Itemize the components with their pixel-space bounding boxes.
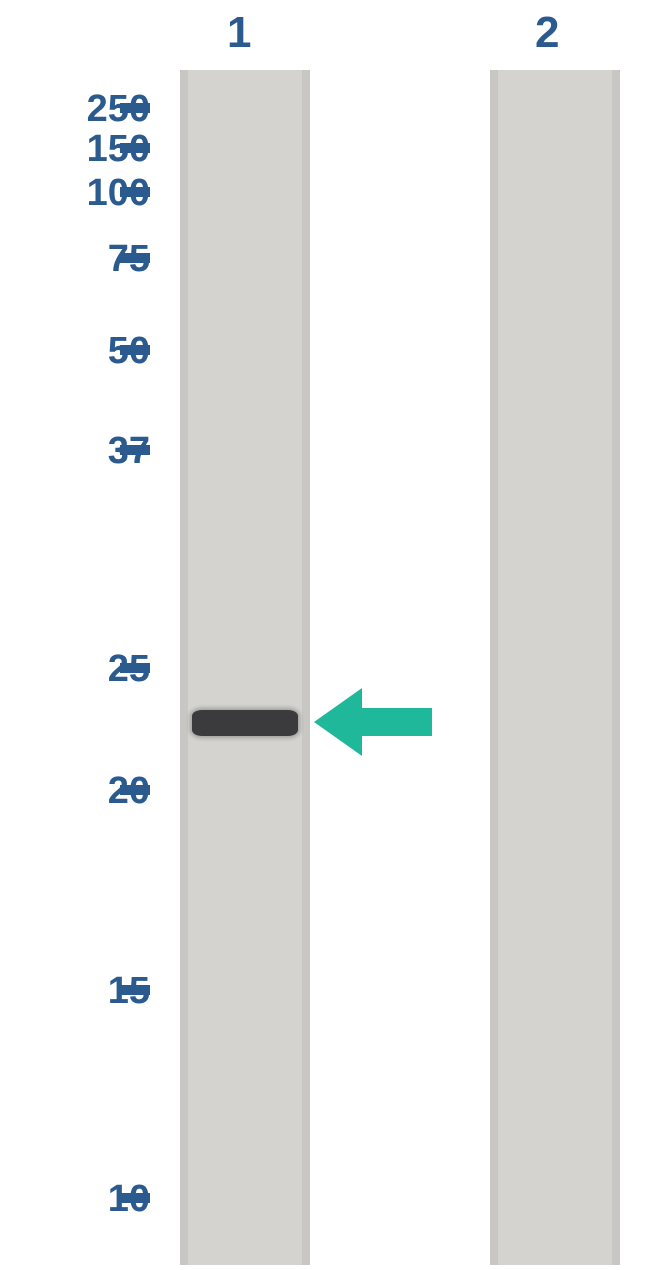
- ladder-tick-15: [120, 985, 150, 995]
- arrow-body: [362, 708, 432, 736]
- lane-2: [490, 70, 620, 1265]
- lane-1: [180, 70, 310, 1265]
- arrow-head-icon: [314, 688, 362, 756]
- lane-1-edge-right: [302, 70, 310, 1265]
- lane-2-edge-left: [490, 70, 498, 1265]
- ladder-tick-37: [120, 445, 150, 455]
- lane-2-edge-right: [612, 70, 620, 1265]
- ladder-tick-50: [120, 345, 150, 355]
- lane-2-header: 2: [535, 8, 559, 58]
- western-blot-figure: 1 2 250 150 100 75 50 37 25 20 15 10: [0, 0, 650, 1270]
- ladder-tick-150: [120, 143, 150, 153]
- ladder-tick-75: [120, 253, 150, 263]
- lane-1-header: 1: [227, 8, 251, 58]
- lane-1-band: [192, 710, 298, 736]
- ladder-tick-100: [120, 187, 150, 197]
- ladder-tick-10: [120, 1193, 150, 1203]
- ladder-tick-250: [120, 103, 150, 113]
- band-indicator-arrow: [314, 688, 432, 756]
- lane-1-edge-left: [180, 70, 188, 1265]
- ladder-tick-25: [120, 663, 150, 673]
- ladder-tick-20: [120, 785, 150, 795]
